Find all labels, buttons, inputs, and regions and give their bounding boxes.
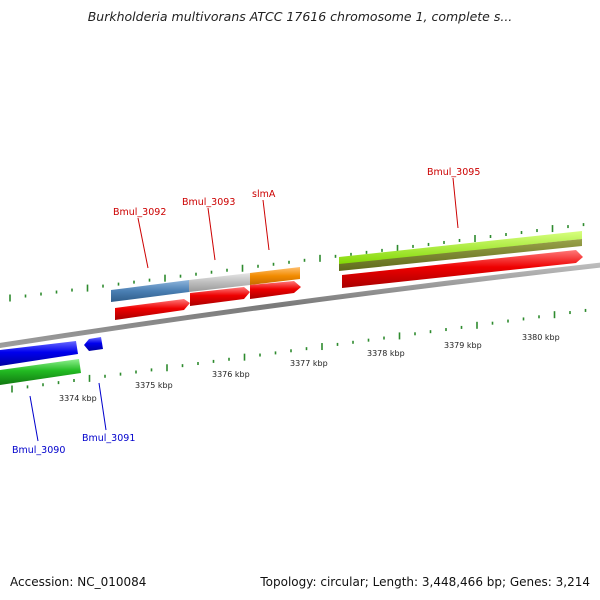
map-title: Burkholderia multivorans ATCC 17616 chro… xyxy=(87,9,513,24)
cds-arrow-bmul-3095[interactable] xyxy=(342,250,583,288)
topology-text: Topology: circular; Length: 3,448,466 bp… xyxy=(260,575,590,589)
scale-label: 3378 kbp xyxy=(367,349,405,358)
feature-bar-bmul-3092[interactable] xyxy=(111,280,189,302)
scale-labels: 3374 kbp 3375 kbp 3376 kbp 3377 kbp 3378… xyxy=(59,333,560,403)
leader-bmul-3095 xyxy=(452,177,459,229)
feature-bar-bmul-3093[interactable] xyxy=(189,273,250,292)
gene-leader-lines xyxy=(29,177,459,442)
leader-slma xyxy=(262,199,270,251)
scale-tick-track xyxy=(11,308,587,393)
scale-label: 3379 kbp xyxy=(444,341,482,350)
cds-track-forward xyxy=(115,250,583,320)
gene-label-bmul-3093[interactable]: Bmul_3093 xyxy=(182,197,235,208)
feature-bar-slma[interactable] xyxy=(250,267,300,285)
scale-label: 3375 kbp xyxy=(135,381,173,390)
cds-arrow-slma[interactable] xyxy=(250,281,301,299)
cds-arrow-bmul-3090[interactable] xyxy=(0,341,78,366)
leader-bmul-3090 xyxy=(29,395,39,442)
scale-label: 3377 kbp xyxy=(290,359,328,368)
feature-bar-bmul-3090[interactable] xyxy=(0,359,81,385)
chromosome-backbone xyxy=(0,262,600,348)
gene-label-slma[interactable]: slmA xyxy=(252,189,276,200)
scale-label: 3376 kbp xyxy=(212,370,250,379)
feature-track-forward xyxy=(111,231,582,302)
accession-text: Accession: NC_010084 xyxy=(10,575,147,589)
gene-label-bmul-3095[interactable]: Bmul_3095 xyxy=(427,167,480,178)
feature-bar-bmul-3095-bottom[interactable] xyxy=(339,239,582,271)
leader-bmul-3091 xyxy=(98,382,107,431)
gene-label-bmul-3092[interactable]: Bmul_3092 xyxy=(113,207,166,218)
gene-label-bmul-3091[interactable]: Bmul_3091 xyxy=(82,433,135,444)
scale-label: 3380 kbp xyxy=(522,333,560,342)
cds-arrow-bmul-3091[interactable] xyxy=(84,337,103,351)
scale-label: 3374 kbp xyxy=(59,394,97,403)
leader-bmul-3092 xyxy=(137,217,149,269)
forward-tick-track xyxy=(9,223,585,302)
leader-bmul-3093 xyxy=(207,207,216,261)
gene-label-bmul-3090[interactable]: Bmul_3090 xyxy=(12,445,65,456)
feature-track-reverse xyxy=(0,337,103,385)
cds-arrow-bmul-3092[interactable] xyxy=(115,299,190,320)
feature-bar-bmul-3095-top[interactable] xyxy=(339,231,582,265)
cds-arrow-bmul-3093[interactable] xyxy=(190,287,250,306)
gene-labels: Bmul_3092 Bmul_3093 slmA Bmul_3095 Bmul_… xyxy=(12,167,480,456)
